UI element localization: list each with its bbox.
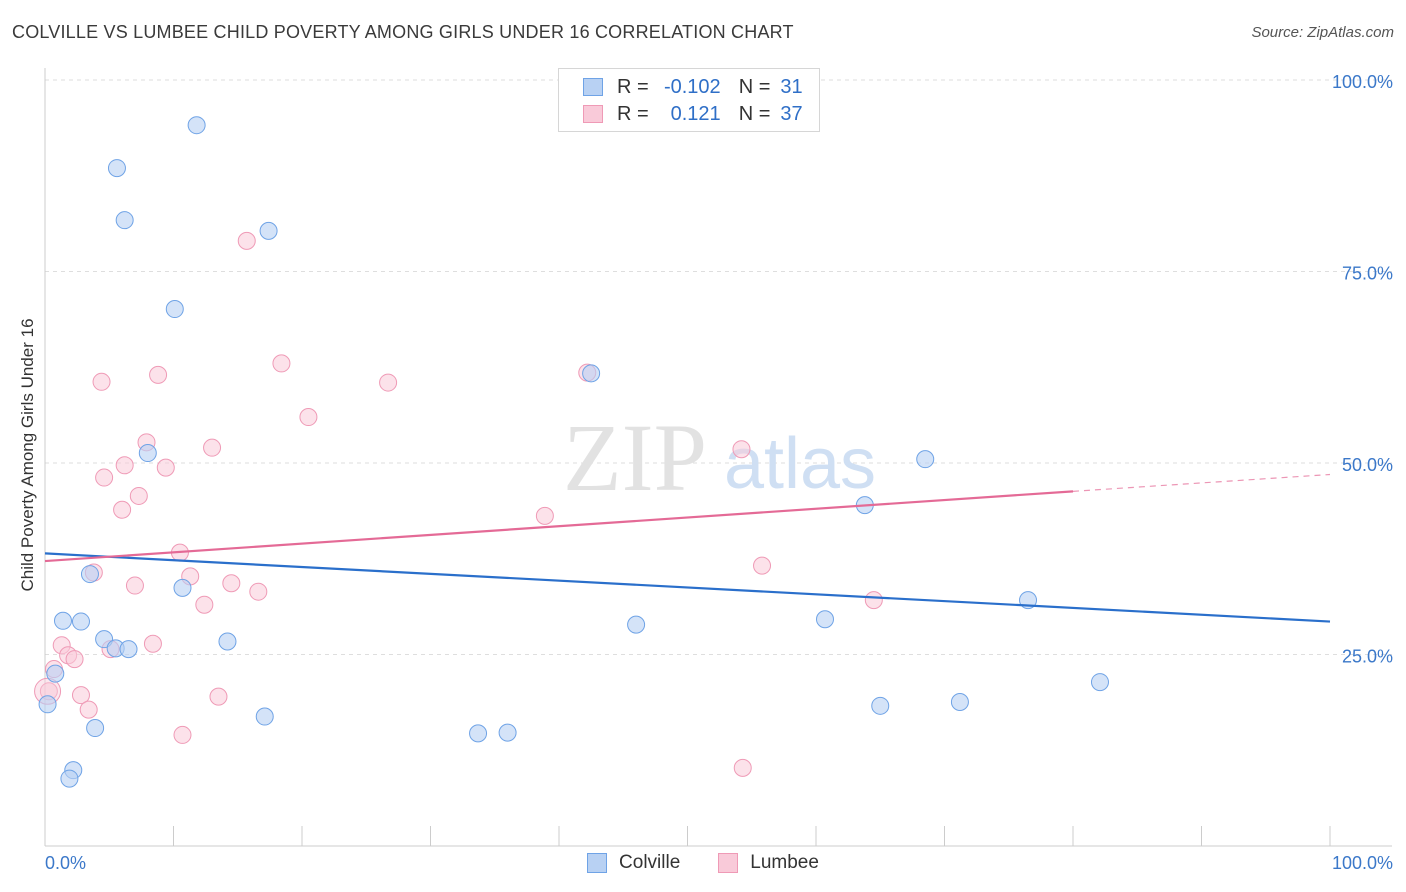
axes (44, 68, 1392, 847)
colville-point (950, 692, 969, 711)
lumbee-point (173, 725, 192, 744)
colville-point (259, 221, 278, 240)
lumbee-trend-extension (1072, 473, 1331, 492)
lumbee-point (149, 365, 168, 384)
colville-trend-line (44, 552, 1331, 623)
colville-point (627, 615, 646, 634)
lumbee-point (125, 576, 144, 595)
watermark-zip: ZIP (563, 404, 707, 511)
lumbee-point (237, 231, 256, 250)
lumbee-point (79, 700, 98, 719)
lumbee-point (129, 486, 148, 505)
watermark-atlas: atlas (724, 424, 876, 504)
y-tick-label: 100.0% (1332, 72, 1393, 92)
y-tick-label: 25.0% (1342, 647, 1393, 667)
lumbee-point (535, 506, 554, 525)
legend-label-colville: Colville (619, 852, 681, 873)
legend-item-lumbee[interactable]: Lumbee (718, 852, 819, 874)
lumbee-swatch (583, 105, 603, 123)
colville-point (119, 640, 138, 659)
series-legend: Colville Lumbee (0, 852, 1406, 874)
lumbee-point (203, 438, 222, 457)
colville-point (469, 724, 488, 743)
lumbee-point (95, 468, 114, 487)
source-label: Source: ZipAtlas.com (1251, 24, 1394, 41)
colville-point (255, 707, 274, 726)
colville-point (138, 444, 157, 463)
y-tick-label: 75.0% (1342, 264, 1393, 284)
colville-point (53, 611, 72, 630)
tick-labels: 25.0% 50.0% 75.0% 100.0% 0.0% 100.0% (45, 72, 1393, 873)
r-label: R = (617, 102, 649, 125)
lumbee-point (732, 440, 751, 459)
colville-point (71, 612, 90, 631)
lumbee-point (71, 686, 90, 705)
lumbee-point (379, 373, 398, 392)
colville-point (86, 719, 105, 738)
colville-point (1090, 673, 1109, 692)
colville-point (115, 211, 134, 230)
colville-point (107, 159, 126, 178)
r-value: -0.102 (663, 75, 721, 98)
r-label: R = (617, 75, 649, 98)
n-label: N = (738, 75, 771, 98)
colville-point (165, 300, 184, 319)
colville-point (60, 769, 79, 788)
x-tick-label: 100.0% (1332, 853, 1393, 873)
colville-point (916, 450, 935, 469)
colville-point (218, 632, 237, 651)
chart-title: COLVILLE VS LUMBEE CHILD POVERTY AMONG G… (12, 22, 794, 42)
lumbee-trend-line (44, 490, 1074, 563)
lumbee-swatch (718, 853, 739, 873)
lumbee-point (299, 408, 318, 427)
colville-point (498, 723, 517, 742)
colville-point (173, 578, 192, 597)
colville-point (80, 565, 99, 584)
legend-row-colville: R = -0.102 N = 31 (583, 75, 803, 99)
lumbee-point (733, 758, 752, 777)
grid-lines (45, 79, 1392, 655)
lumbee-point (113, 500, 132, 519)
colville-point (871, 696, 890, 715)
lumbee-point (143, 634, 162, 653)
y-tick-label: 50.0% (1342, 455, 1393, 475)
legend-item-colville[interactable]: Colville (587, 852, 680, 874)
r-value: 0.121 (670, 102, 721, 125)
colville-point (46, 664, 65, 683)
legend-label-lumbee: Lumbee (750, 852, 819, 873)
colville-point (38, 695, 57, 714)
n-value: 31 (780, 75, 803, 98)
lumbee-point (65, 650, 84, 669)
x-tick-label: 0.0% (45, 853, 86, 873)
colville-point (582, 364, 601, 383)
colville-swatch (583, 78, 603, 96)
lumbee-point (272, 354, 291, 373)
correlation-legend: R = -0.102 N = 31 R = 0.121 N = 37 (558, 68, 820, 132)
lumbee-point (864, 591, 883, 610)
colville-point (187, 116, 206, 135)
colville-swatch (587, 853, 608, 873)
lumbee-point (92, 372, 111, 391)
lumbee-point (115, 456, 134, 475)
lumbee-point (753, 556, 772, 575)
lumbee-point (209, 687, 228, 706)
colville-points (38, 116, 1109, 788)
lumbee-points (34, 231, 883, 777)
legend-row-lumbee: R = 0.121 N = 37 (583, 102, 803, 126)
lumbee-point (156, 458, 175, 477)
trend-lines (44, 473, 1331, 623)
n-value: 37 (780, 102, 803, 125)
colville-point (815, 610, 834, 629)
lumbee-point (195, 595, 214, 614)
n-label: N = (738, 102, 771, 125)
lumbee-point (222, 574, 241, 593)
lumbee-point (249, 582, 268, 601)
